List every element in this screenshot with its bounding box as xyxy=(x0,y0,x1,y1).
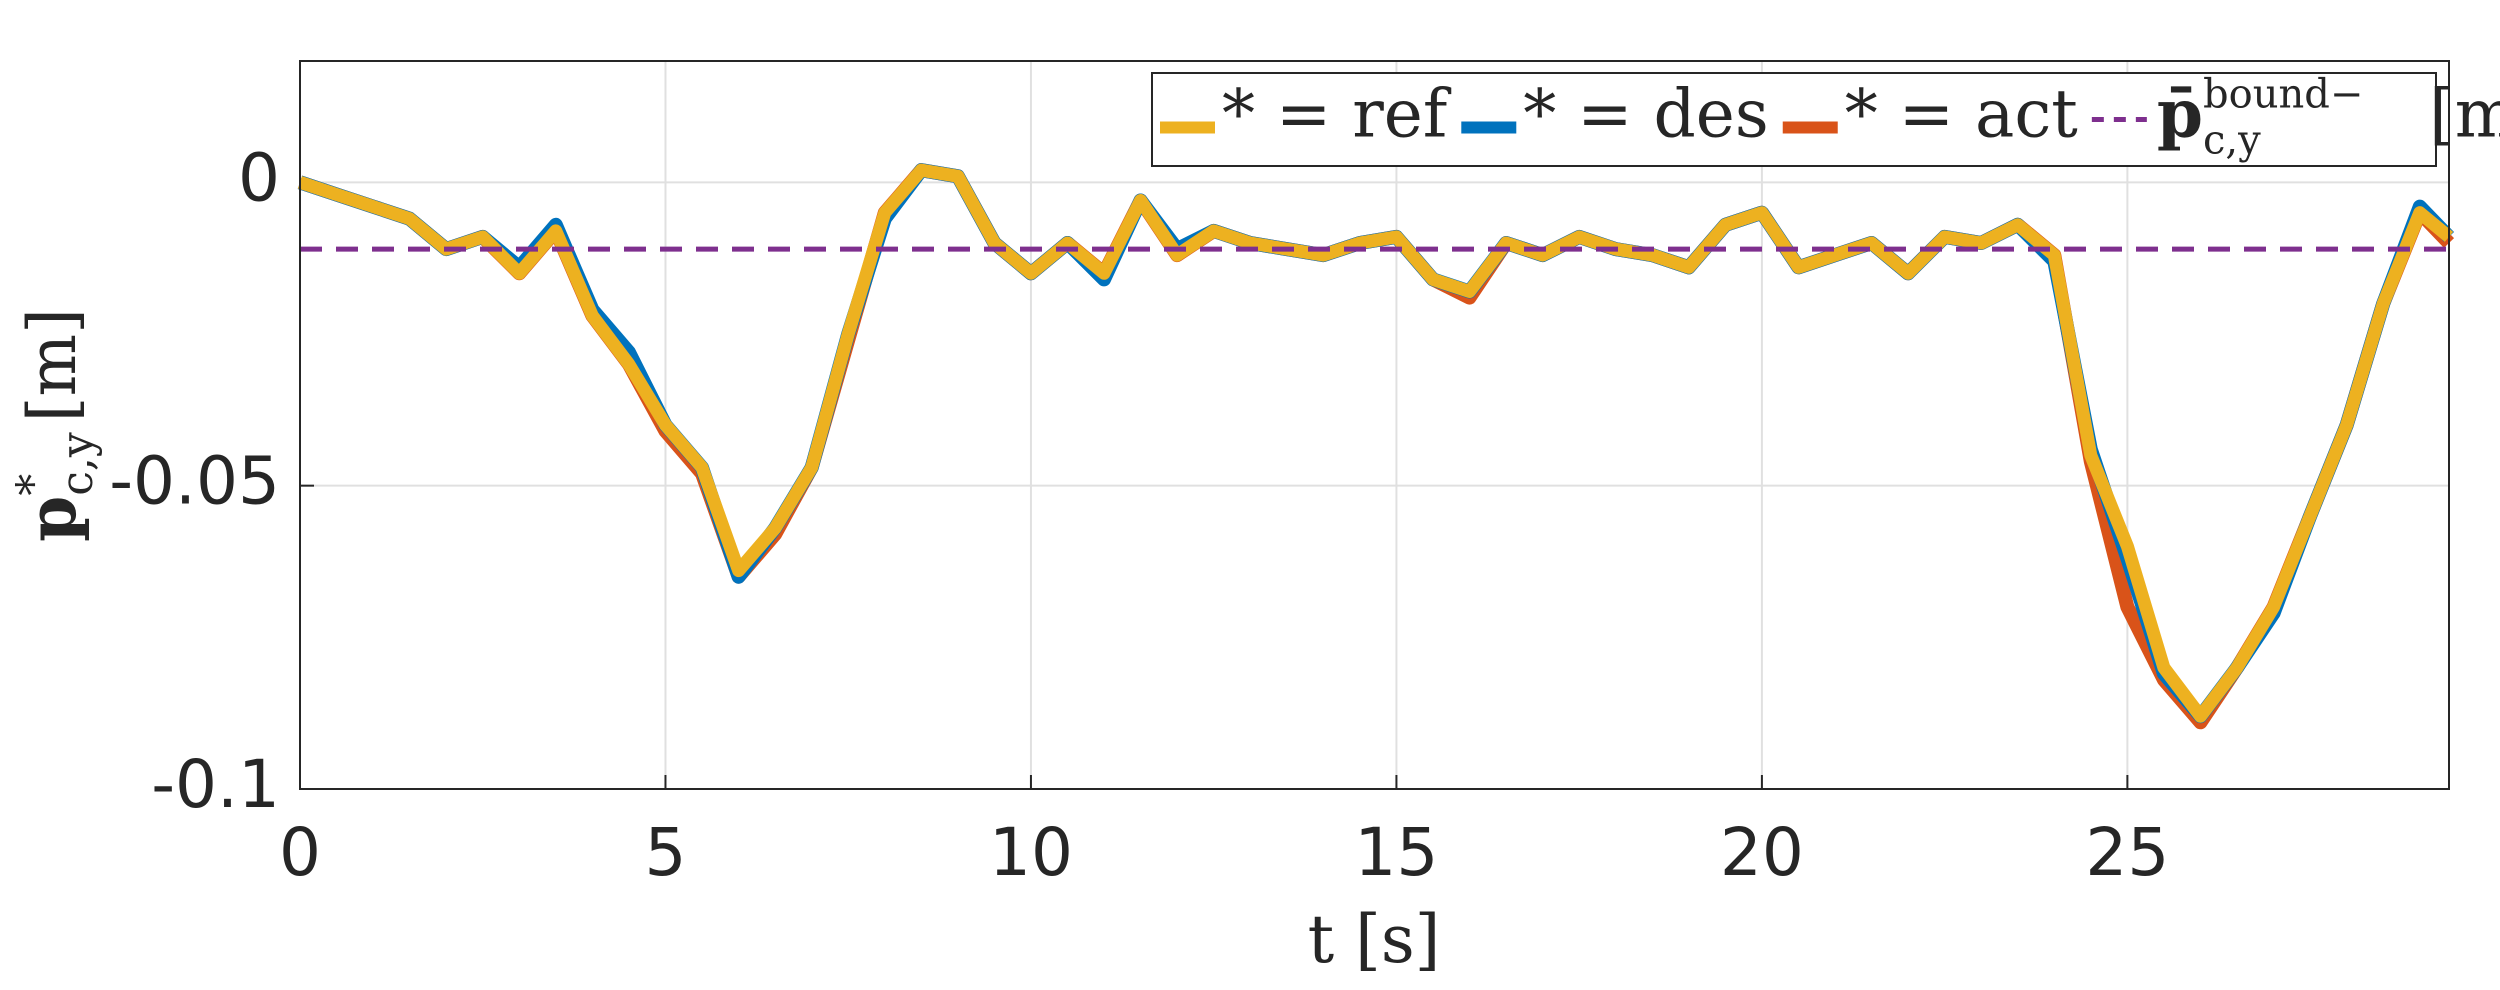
legend-box xyxy=(1151,72,2437,167)
legend-base: p̄ xyxy=(2157,75,2203,153)
y-label-sub: c,y xyxy=(52,432,103,496)
y-label-sup: * xyxy=(8,474,59,496)
y-label-base: p xyxy=(13,496,91,542)
x-tick-label: 25 xyxy=(2085,814,2169,891)
x-axis-label: t [s] xyxy=(1308,901,1441,978)
legend-label: * = des xyxy=(1523,76,1768,153)
legend-label: p̄bound−c,y [m] xyxy=(2157,72,2500,164)
y-tick-label: -0.1 xyxy=(151,746,280,823)
x-tick-label: 15 xyxy=(1354,814,1438,891)
y-axis-label: p*c,y [m] xyxy=(8,308,103,542)
legend-unit: [m] xyxy=(2429,76,2500,153)
legend-sub: c,y xyxy=(2203,118,2261,164)
plot-frame xyxy=(299,60,2450,790)
x-tick-label: 20 xyxy=(1720,814,1804,891)
x-tick-label: 5 xyxy=(644,814,686,891)
x-tick-label: 0 xyxy=(279,814,321,891)
legend-sup: bound− xyxy=(2203,72,2363,118)
series-line xyxy=(297,163,2454,723)
y-tick-label: 0 xyxy=(238,139,280,216)
legend-label: * = act xyxy=(1845,76,2078,153)
legend-label: * = ref xyxy=(1222,76,1452,153)
y-label-unit: [m] xyxy=(14,308,91,422)
y-tick-label: -0.05 xyxy=(109,443,280,520)
x-tick-label: 10 xyxy=(989,814,1073,891)
